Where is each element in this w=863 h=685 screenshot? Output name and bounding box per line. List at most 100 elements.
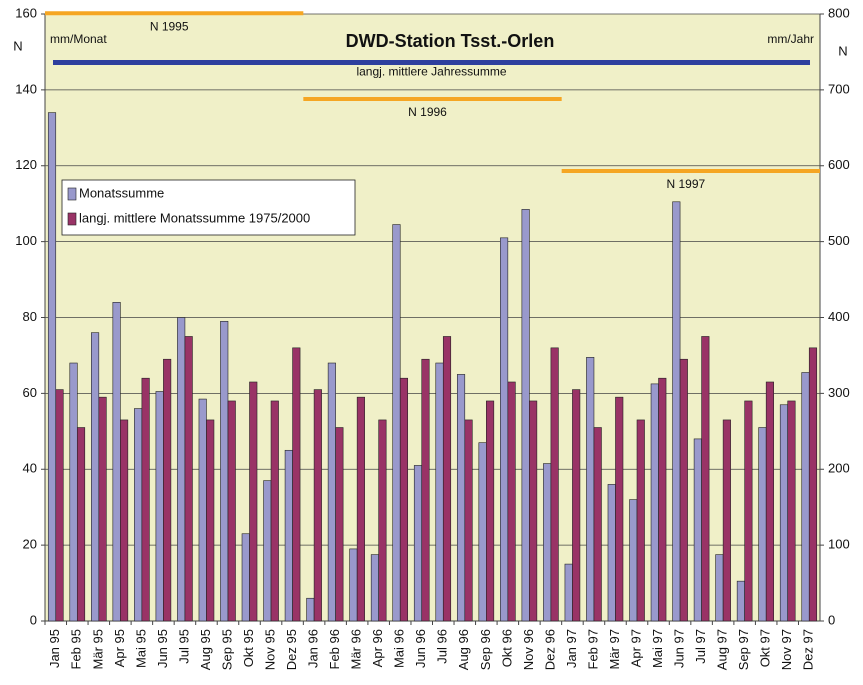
- bar: [607, 484, 616, 622]
- y-tick-label: 60: [23, 385, 37, 400]
- bar: [370, 554, 379, 622]
- bar: [349, 548, 358, 622]
- bar: [779, 404, 789, 622]
- y2-tick-label: 600: [828, 157, 850, 172]
- bar: [284, 449, 293, 622]
- x-tick-label: Aug 97: [715, 629, 730, 670]
- x-tick-label: Aug 95: [198, 629, 213, 670]
- y2-tick-label: 500: [828, 233, 850, 248]
- x-tick-label: Mai 97: [650, 629, 665, 668]
- x-tick-label: Sep 97: [736, 629, 751, 670]
- legend-swatch: [67, 212, 77, 226]
- bar: [335, 427, 344, 622]
- bar: [672, 201, 681, 622]
- x-tick-label: Feb 95: [69, 629, 84, 669]
- x-tick-label: Sep 96: [478, 629, 493, 670]
- x-tick-label: Dez 97: [801, 629, 816, 670]
- bar: [55, 389, 64, 622]
- x-tick-label: Apr 97: [628, 629, 643, 667]
- legend-box: [61, 179, 356, 236]
- x-tick-label: Feb 97: [585, 629, 600, 669]
- bar: [220, 320, 229, 622]
- y-label: N: [13, 38, 22, 53]
- y2-tick-label: 700: [828, 81, 850, 96]
- x-tick-label: Jan 96: [306, 629, 321, 668]
- bar: [765, 381, 774, 622]
- bar: [378, 419, 387, 622]
- bar: [464, 419, 473, 622]
- bar: [263, 480, 272, 622]
- bar: [313, 389, 322, 622]
- y-tick-label: 160: [15, 5, 37, 20]
- x-tick-label: Jun 95: [155, 629, 170, 668]
- line-label: N 1995: [150, 19, 189, 33]
- line-label: langj. mittlere Jahressumme: [356, 65, 506, 79]
- bar: [758, 427, 767, 622]
- bar: [141, 377, 150, 622]
- x-tick-label: Apr 95: [112, 629, 127, 667]
- x-tick-label: Jan 97: [564, 629, 579, 668]
- bar: [112, 302, 121, 622]
- bar: [76, 427, 86, 622]
- y-tick-label: 20: [23, 537, 37, 552]
- bar: [442, 336, 452, 622]
- x-tick-label: Mär 95: [90, 629, 105, 669]
- bar: [586, 357, 595, 622]
- bar: [270, 400, 279, 622]
- x-tick-label: Aug 96: [456, 629, 471, 670]
- bar: [163, 358, 172, 622]
- bar: [292, 347, 301, 622]
- bar: [701, 336, 710, 622]
- x-tick-label: Sep 95: [219, 629, 234, 670]
- x-tick-label: Jun 97: [672, 629, 687, 668]
- chart-title: DWD-Station Tsst.-Orlen: [346, 31, 555, 51]
- bar: [392, 224, 401, 622]
- x-tick-label: Mai 96: [392, 629, 407, 668]
- y2-label: N: [838, 43, 847, 58]
- bar: [306, 597, 315, 622]
- bar: [808, 347, 818, 622]
- x-tick-label: Nov 97: [779, 629, 794, 670]
- bar: [155, 391, 164, 622]
- y-tick-label: 140: [15, 81, 37, 96]
- bar: [478, 442, 487, 622]
- bar: [500, 237, 509, 622]
- bar: [564, 563, 573, 622]
- bar: [184, 336, 193, 622]
- x-tick-label: Mär 97: [607, 629, 622, 669]
- bar: [572, 389, 581, 622]
- y-tick-label: 80: [23, 309, 37, 324]
- bar: [421, 358, 430, 622]
- y2-tick-label: 200: [828, 461, 850, 476]
- y-tick-label: 40: [23, 461, 37, 476]
- x-tick-label: Jun 96: [413, 629, 428, 668]
- bar: [529, 400, 538, 622]
- y-tick-label: 0: [30, 612, 37, 627]
- bar: [722, 419, 731, 622]
- bar: [636, 419, 645, 622]
- y-unit: mm/Monat: [50, 32, 107, 46]
- bar: [615, 396, 624, 622]
- bar: [120, 419, 129, 622]
- bar: [177, 317, 186, 622]
- bar: [521, 209, 530, 622]
- bar: [206, 419, 215, 622]
- bar: [629, 499, 638, 622]
- bar: [693, 438, 702, 622]
- x-tick-label: Feb 96: [327, 629, 342, 669]
- y-tick-label: 120: [15, 157, 37, 172]
- bar: [679, 358, 688, 622]
- bar: [241, 533, 250, 622]
- bar: [327, 362, 336, 622]
- y2-unit: mm/Jahr: [767, 32, 814, 46]
- bar: [650, 383, 659, 622]
- bar: [658, 377, 667, 622]
- legend-swatch: [67, 187, 77, 201]
- bar: [47, 112, 57, 622]
- bar: [69, 362, 78, 622]
- y-tick-label: 100: [15, 233, 37, 248]
- x-tick-label: Jan 95: [47, 629, 62, 668]
- bar: [91, 332, 100, 622]
- bar: [593, 427, 602, 622]
